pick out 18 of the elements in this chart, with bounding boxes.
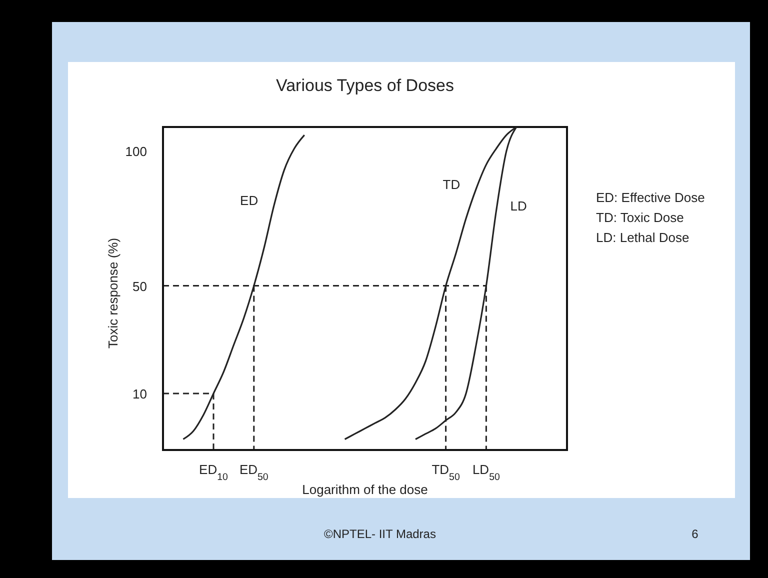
- text: ED: Effective Dose: [596, 189, 705, 207]
- x-tick-label: ED$_{10}$: [199, 462, 229, 482]
- text: ©NPTEL- IIT Madras: [323, 527, 437, 541]
- series-label: ED: [240, 193, 258, 208]
- y-axis-title: Toxic response (%): [106, 238, 121, 348]
- text: LD: Lethal Dose: [596, 229, 690, 247]
- text: TD: Toxic Dose: [596, 209, 685, 227]
- x-tick-label: LD$_{50}$: [472, 462, 501, 482]
- chart-title: Various Types of Doses: [275, 76, 455, 96]
- y-tick-label: 100: [125, 144, 147, 160]
- x-tick-label: TD$_{50}$: [432, 462, 460, 482]
- text: 6: [690, 527, 700, 541]
- y-tick-label: 10: [132, 386, 147, 402]
- series-label: LD: [510, 198, 527, 214]
- y-tick-label: 50: [132, 278, 147, 294]
- x-tick-label: ED$_{50}$: [239, 462, 269, 482]
- series-label: TD: [442, 176, 460, 192]
- x-axis-title: Logarithm of the dose: [301, 482, 429, 497]
